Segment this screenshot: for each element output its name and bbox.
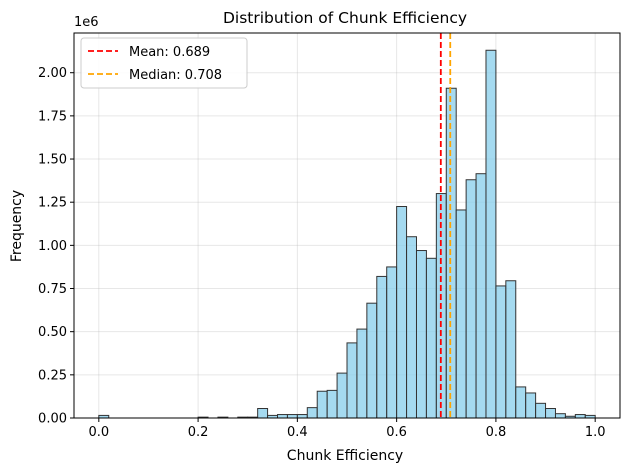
histogram-bar <box>296 414 308 419</box>
y-tick-label: 0.25 <box>38 368 67 383</box>
x-tick-label: 1.0 <box>585 425 606 440</box>
x-tick-label: 0.2 <box>188 425 209 440</box>
histogram-bar <box>485 49 497 419</box>
y-axis-ticks: 0.00 0.25 0.50 0.75 1.00 1.25 1.50 1.75 2.00 <box>38 66 74 427</box>
x-tick-label: 0.8 <box>486 425 507 440</box>
x-tick-label: 0.4 <box>287 425 308 440</box>
histogram-bar <box>326 389 338 419</box>
histogram-bar <box>505 280 517 419</box>
histogram-bar <box>376 275 388 419</box>
histogram-bar <box>286 414 298 419</box>
y-tick-label: 2.00 <box>38 66 67 81</box>
y-axis-label: Frequency <box>9 190 25 262</box>
histogram-bar <box>545 408 556 419</box>
y-tick-label: 0.00 <box>38 412 67 427</box>
histogram-bar <box>495 285 507 419</box>
histogram-bar <box>277 414 288 419</box>
plot-frame <box>73 32 621 419</box>
y-tick-label: 0.50 <box>38 325 67 340</box>
histogram-bar <box>406 236 417 419</box>
y-tick-label: 0.75 <box>38 282 67 297</box>
y-tick-label: 1.25 <box>38 196 67 211</box>
legend-box <box>80 37 248 89</box>
y-tick-label: 1.75 <box>38 109 67 124</box>
histogram-bar <box>535 402 547 419</box>
x-tick-label: 0.6 <box>386 425 407 440</box>
histogram-bar <box>386 266 398 419</box>
bars-group <box>98 49 596 419</box>
legend-mean-label: Mean: 0.689 <box>129 45 210 60</box>
histogram-bar <box>455 209 467 419</box>
histogram-bar <box>306 407 318 419</box>
histogram-bar <box>346 342 358 419</box>
histogram-bar <box>465 179 477 419</box>
x-tick-label: 0.0 <box>88 425 109 440</box>
y-scale-label: 1e6 <box>74 15 99 30</box>
x-axis-ticks: 0.0 0.2 0.4 0.6 0.8 1.0 <box>88 418 606 440</box>
y-tick-label: 1.00 <box>38 239 67 254</box>
histogram-bar <box>415 250 427 419</box>
histogram-bar <box>525 392 537 419</box>
legend: Mean: 0.689 Median: 0.708 <box>80 37 248 89</box>
histogram-bar <box>574 414 586 419</box>
legend-median-label: Median: 0.708 <box>129 68 222 83</box>
y-tick-label: 1.50 <box>38 153 67 168</box>
histogram-bar <box>336 372 348 419</box>
histogram-bar <box>475 173 487 419</box>
chart-title: Distribution of Chunk Efficiency <box>223 9 467 27</box>
histogram-bar <box>366 302 378 419</box>
histogram-bar <box>316 390 328 419</box>
reference-lines <box>439 33 452 418</box>
x-axis-label: Chunk Efficiency <box>287 448 403 464</box>
histogram-bar <box>396 206 408 419</box>
histogram-bar <box>445 87 457 419</box>
histogram-bar <box>515 386 527 419</box>
histogram-bar <box>425 257 437 419</box>
histogram-bar <box>257 408 269 419</box>
histogram-bar <box>554 413 566 419</box>
histogram-bar <box>356 328 368 419</box>
